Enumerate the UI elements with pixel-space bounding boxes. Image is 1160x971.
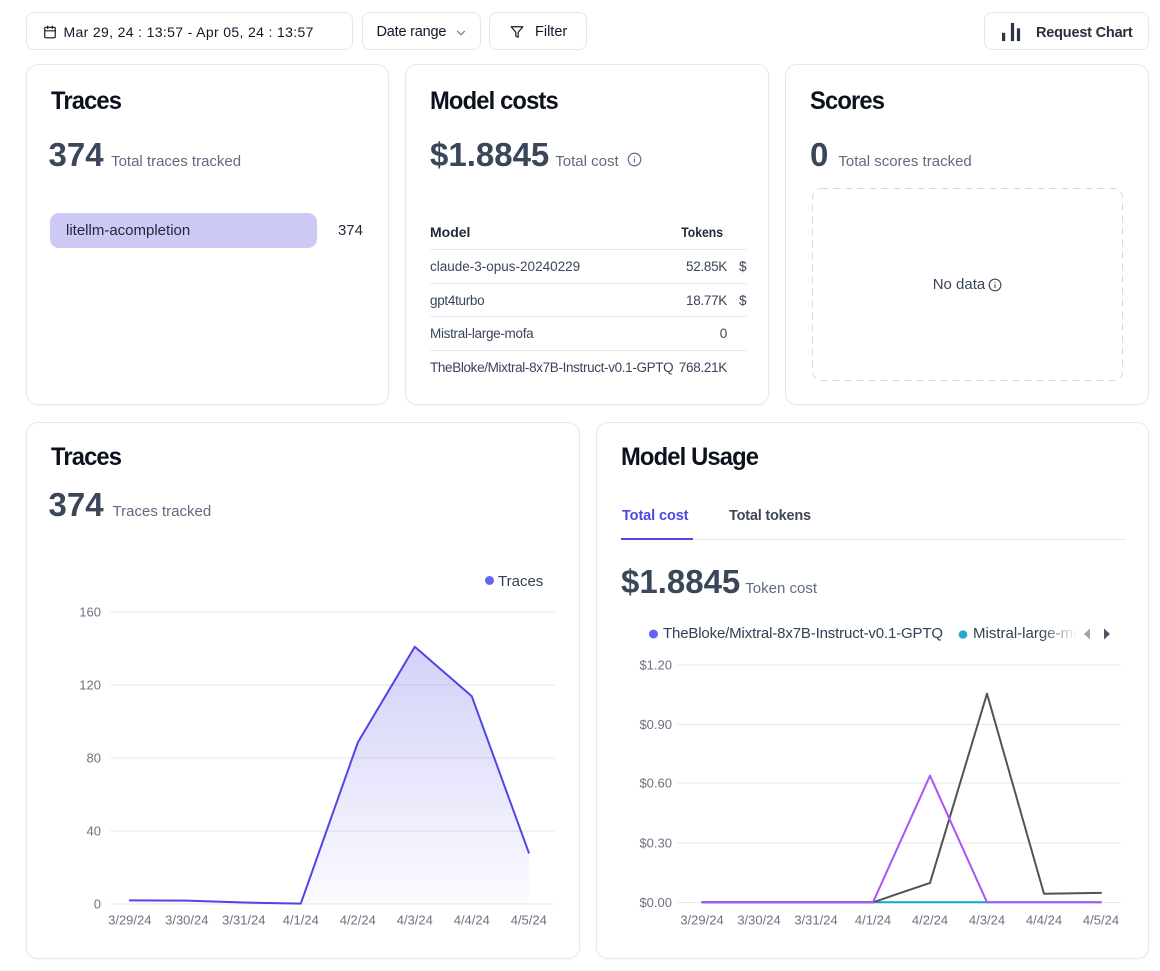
svg-text:80: 80 bbox=[87, 751, 101, 766]
svg-text:40: 40 bbox=[87, 824, 101, 839]
svg-text:4/4/24: 4/4/24 bbox=[1026, 913, 1062, 928]
svg-text:0: 0 bbox=[94, 896, 101, 911]
svg-text:4/1/24: 4/1/24 bbox=[283, 913, 319, 928]
svg-text:$0.90: $0.90 bbox=[639, 717, 672, 732]
svg-text:4/2/24: 4/2/24 bbox=[340, 913, 376, 928]
svg-text:Traces: Traces bbox=[498, 573, 543, 590]
svg-text:3/30/24: 3/30/24 bbox=[165, 913, 208, 928]
svg-text:4/4/24: 4/4/24 bbox=[454, 913, 490, 928]
svg-text:4/1/24: 4/1/24 bbox=[855, 913, 891, 928]
svg-text:4/3/24: 4/3/24 bbox=[969, 913, 1005, 928]
svg-text:3/31/24: 3/31/24 bbox=[794, 913, 837, 928]
svg-text:4/3/24: 4/3/24 bbox=[397, 913, 433, 928]
svg-text:160: 160 bbox=[79, 605, 101, 620]
svg-text:3/29/24: 3/29/24 bbox=[108, 913, 151, 928]
svg-text:3/31/24: 3/31/24 bbox=[222, 913, 265, 928]
svg-text:$1.20: $1.20 bbox=[639, 658, 672, 673]
svg-text:3/30/24: 3/30/24 bbox=[737, 913, 780, 928]
svg-text:4/5/24: 4/5/24 bbox=[1083, 913, 1119, 928]
svg-text:$0.30: $0.30 bbox=[639, 836, 672, 851]
svg-text:$0.00: $0.00 bbox=[639, 895, 672, 910]
svg-text:3/29/24: 3/29/24 bbox=[680, 913, 723, 928]
svg-text:4/5/24: 4/5/24 bbox=[511, 913, 547, 928]
svg-text:4/2/24: 4/2/24 bbox=[912, 913, 948, 928]
svg-text:120: 120 bbox=[79, 678, 101, 693]
svg-text:TheBloke/Mixtral-8x7B-Instruct: TheBloke/Mixtral-8x7B-Instruct-v0.1-GPTQ bbox=[663, 625, 943, 642]
svg-text:$0.60: $0.60 bbox=[639, 775, 672, 790]
